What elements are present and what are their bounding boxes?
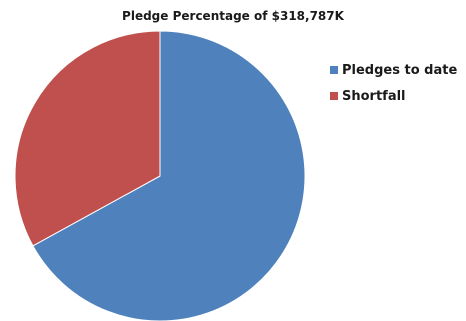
pie-slice-pledges-to-date — [32, 30, 306, 321]
legend-label-shortfall: Shortfall — [342, 88, 406, 104]
legend-swatch-pledges-to-date — [330, 66, 338, 74]
chart-title: Pledge Percentage of $318,787K — [122, 9, 344, 23]
pie-slice-shortfall — [14, 30, 161, 247]
legend: Pledges to date Shortfall — [330, 61, 457, 113]
legend-label-pledges-to-date: Pledges to date — [342, 62, 458, 78]
legend-item-pledges-to-date: Pledges to date — [330, 61, 457, 79]
legend-swatch-shortfall — [330, 92, 338, 100]
legend-item-shortfall: Shortfall — [330, 87, 457, 105]
